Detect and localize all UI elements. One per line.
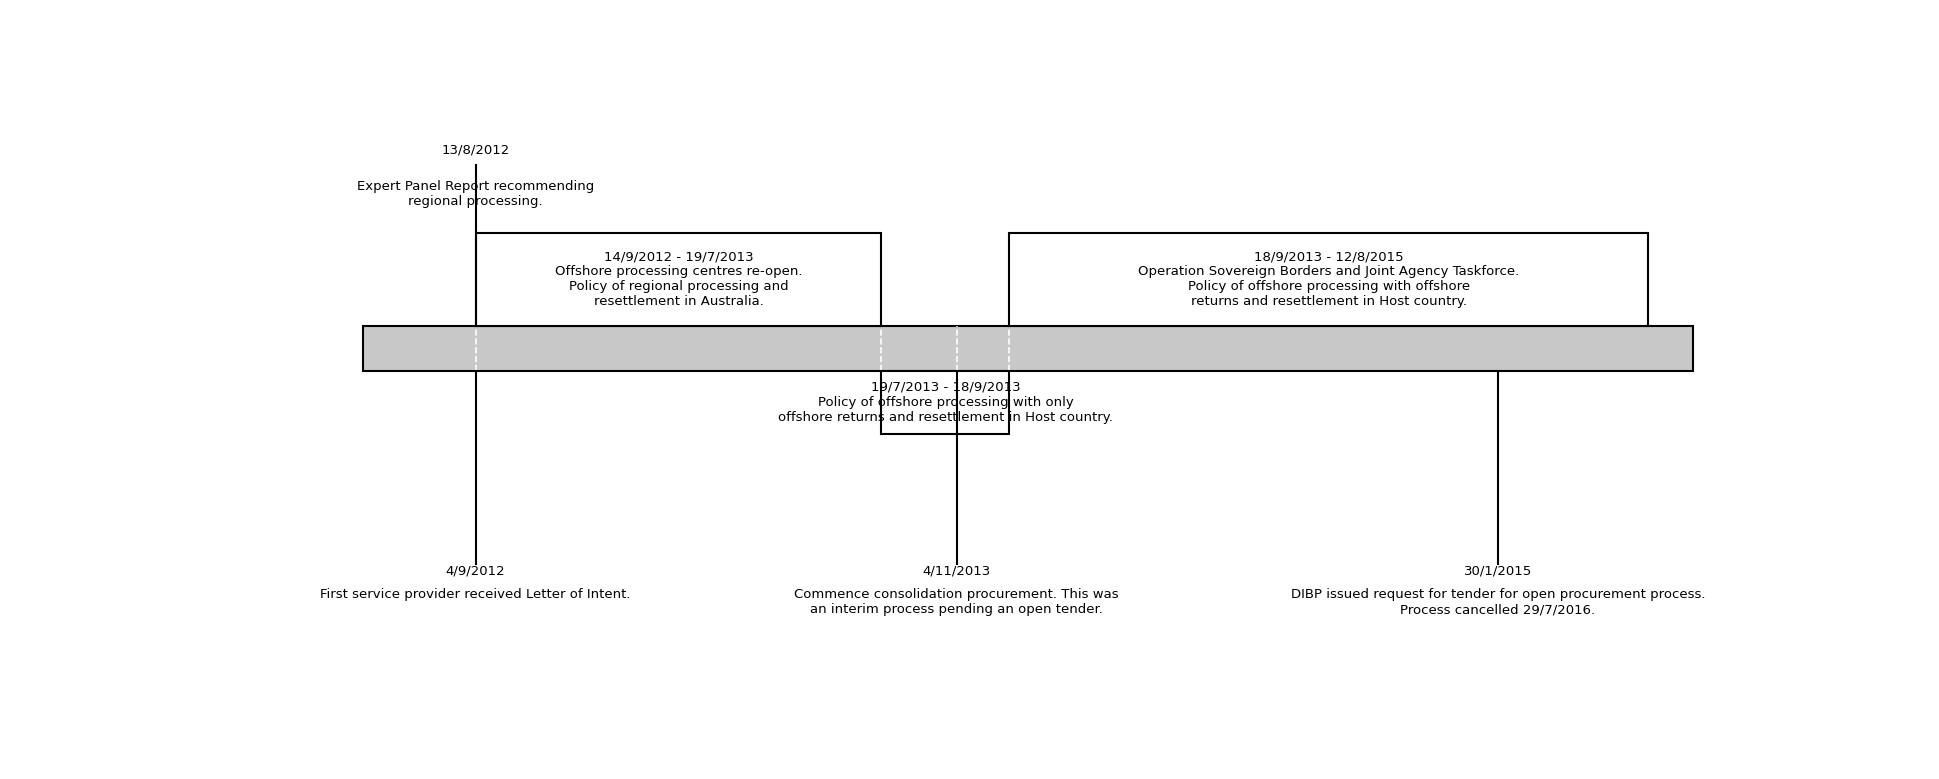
Text: DIBP issued request for tender for open procurement process.
Process cancelled 2: DIBP issued request for tender for open … [1289, 588, 1704, 616]
Bar [1008, 233, 1648, 326]
Text: 13/8/2012: 13/8/2012 [442, 143, 510, 157]
Text: 4/11/2013: 4/11/2013 [923, 564, 991, 577]
Text: 14/9/2012 - 19/7/2013
Offshore processing centres re-open.
Policy of regional pr: 14/9/2012 - 19/7/2013 Offshore processin… [555, 250, 803, 308]
Bar [363, 326, 1693, 371]
Text: 30/1/2015: 30/1/2015 [1464, 564, 1532, 577]
Text: 4/9/2012: 4/9/2012 [446, 564, 504, 577]
Text: Expert Panel Report recommending
regional processing.: Expert Panel Report recommending regiona… [357, 181, 593, 209]
Bar [880, 371, 1008, 434]
Text: Commence consolidation procurement. This was
an interim process pending an open : Commence consolidation procurement. This… [793, 588, 1119, 616]
Text: First service provider received Letter of Intent.: First service provider received Letter o… [320, 588, 630, 601]
Bar [475, 233, 880, 326]
Text: 19/7/2013 - 18/9/2013
Policy of offshore processing with only
offshore returns a: 19/7/2013 - 18/9/2013 Policy of offshore… [778, 381, 1113, 424]
Text: 18/9/2013 - 12/8/2015
Operation Sovereign Borders and Joint Agency Taskforce.
Po: 18/9/2013 - 12/8/2015 Operation Sovereig… [1138, 250, 1518, 308]
